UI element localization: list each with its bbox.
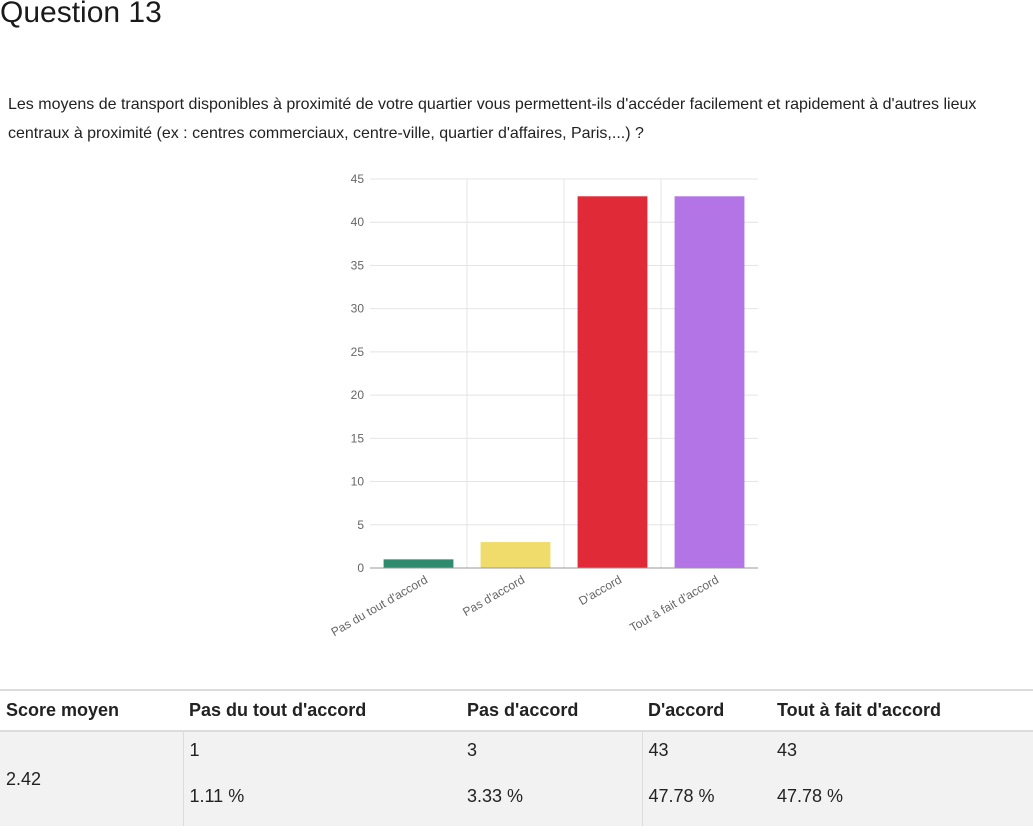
count-accord: 43 <box>648 740 669 760</box>
x-tick-label: D'accord <box>576 572 624 608</box>
percent-pas-du-tout: 1.11 % <box>189 786 245 806</box>
count-pas-accord: 3 <box>467 740 478 760</box>
percent-tout-a-fait: 47.78 % <box>777 786 844 806</box>
cell-pas-du-tout: 1 1.11 % <box>183 731 461 826</box>
y-tick-label: 10 <box>351 475 365 489</box>
percent-accord: 47.78 % <box>648 786 715 806</box>
header-pas-du-tout: Pas du tout d'accord <box>183 689 461 732</box>
y-tick-label: 0 <box>357 561 364 575</box>
x-tick-label: Pas d'accord <box>460 572 527 619</box>
count-pas-du-tout: 1 <box>189 740 200 760</box>
count-tout-a-fait: 43 <box>777 740 798 760</box>
y-tick-label: 15 <box>351 431 365 445</box>
results-row: 2.42 1 1.11 % 3 3.33 % 43 47.78 % 43 47.… <box>0 731 1033 826</box>
y-tick-label: 30 <box>351 302 365 316</box>
page-title: Question 13 <box>0 0 162 29</box>
cell-tout-a-fait: 43 47.78 % <box>771 731 1033 826</box>
y-tick-label: 40 <box>351 215 365 229</box>
cell-pas-accord: 3 3.33 % <box>461 731 643 826</box>
x-tick-label: Pas du tout d'accord <box>329 572 430 639</box>
bar <box>383 559 454 568</box>
percent-pas-accord: 3.33 % <box>467 786 524 806</box>
cell-accord: 43 47.78 % <box>642 731 771 826</box>
bar <box>577 196 648 569</box>
bar-chart: 0 5 10 15 20 25 30 35 40 45 Pas du tout d'accord Pa… <box>300 165 770 665</box>
header-score: Score moyen <box>0 689 183 732</box>
results-table: Score moyen Pas du tout d'accord Pas d'a… <box>0 689 1033 826</box>
header-tout-a-fait: Tout à fait d'accord <box>771 689 1033 732</box>
question-text: Les moyens de transport disponibles à pr… <box>8 96 977 142</box>
y-tick-label: 35 <box>351 258 365 272</box>
y-tick-label: 25 <box>351 345 365 359</box>
bar <box>674 196 745 569</box>
results-header-row: Score moyen Pas du tout d'accord Pas d'a… <box>0 689 1033 732</box>
score-cell: 2.42 <box>0 731 184 826</box>
bar-chart-svg: 0 5 10 15 20 25 30 35 40 45 Pas du tout d'accord Pa… <box>329 172 758 639</box>
y-tick-label: 20 <box>351 388 365 402</box>
header-accord: D'accord <box>642 689 771 732</box>
y-tick-label: 5 <box>357 518 364 532</box>
y-tick-label: 45 <box>351 172 365 186</box>
bar <box>480 542 551 568</box>
header-pas-accord: Pas d'accord <box>461 689 642 732</box>
x-tick-label: Tout à fait d'accord <box>627 572 721 634</box>
